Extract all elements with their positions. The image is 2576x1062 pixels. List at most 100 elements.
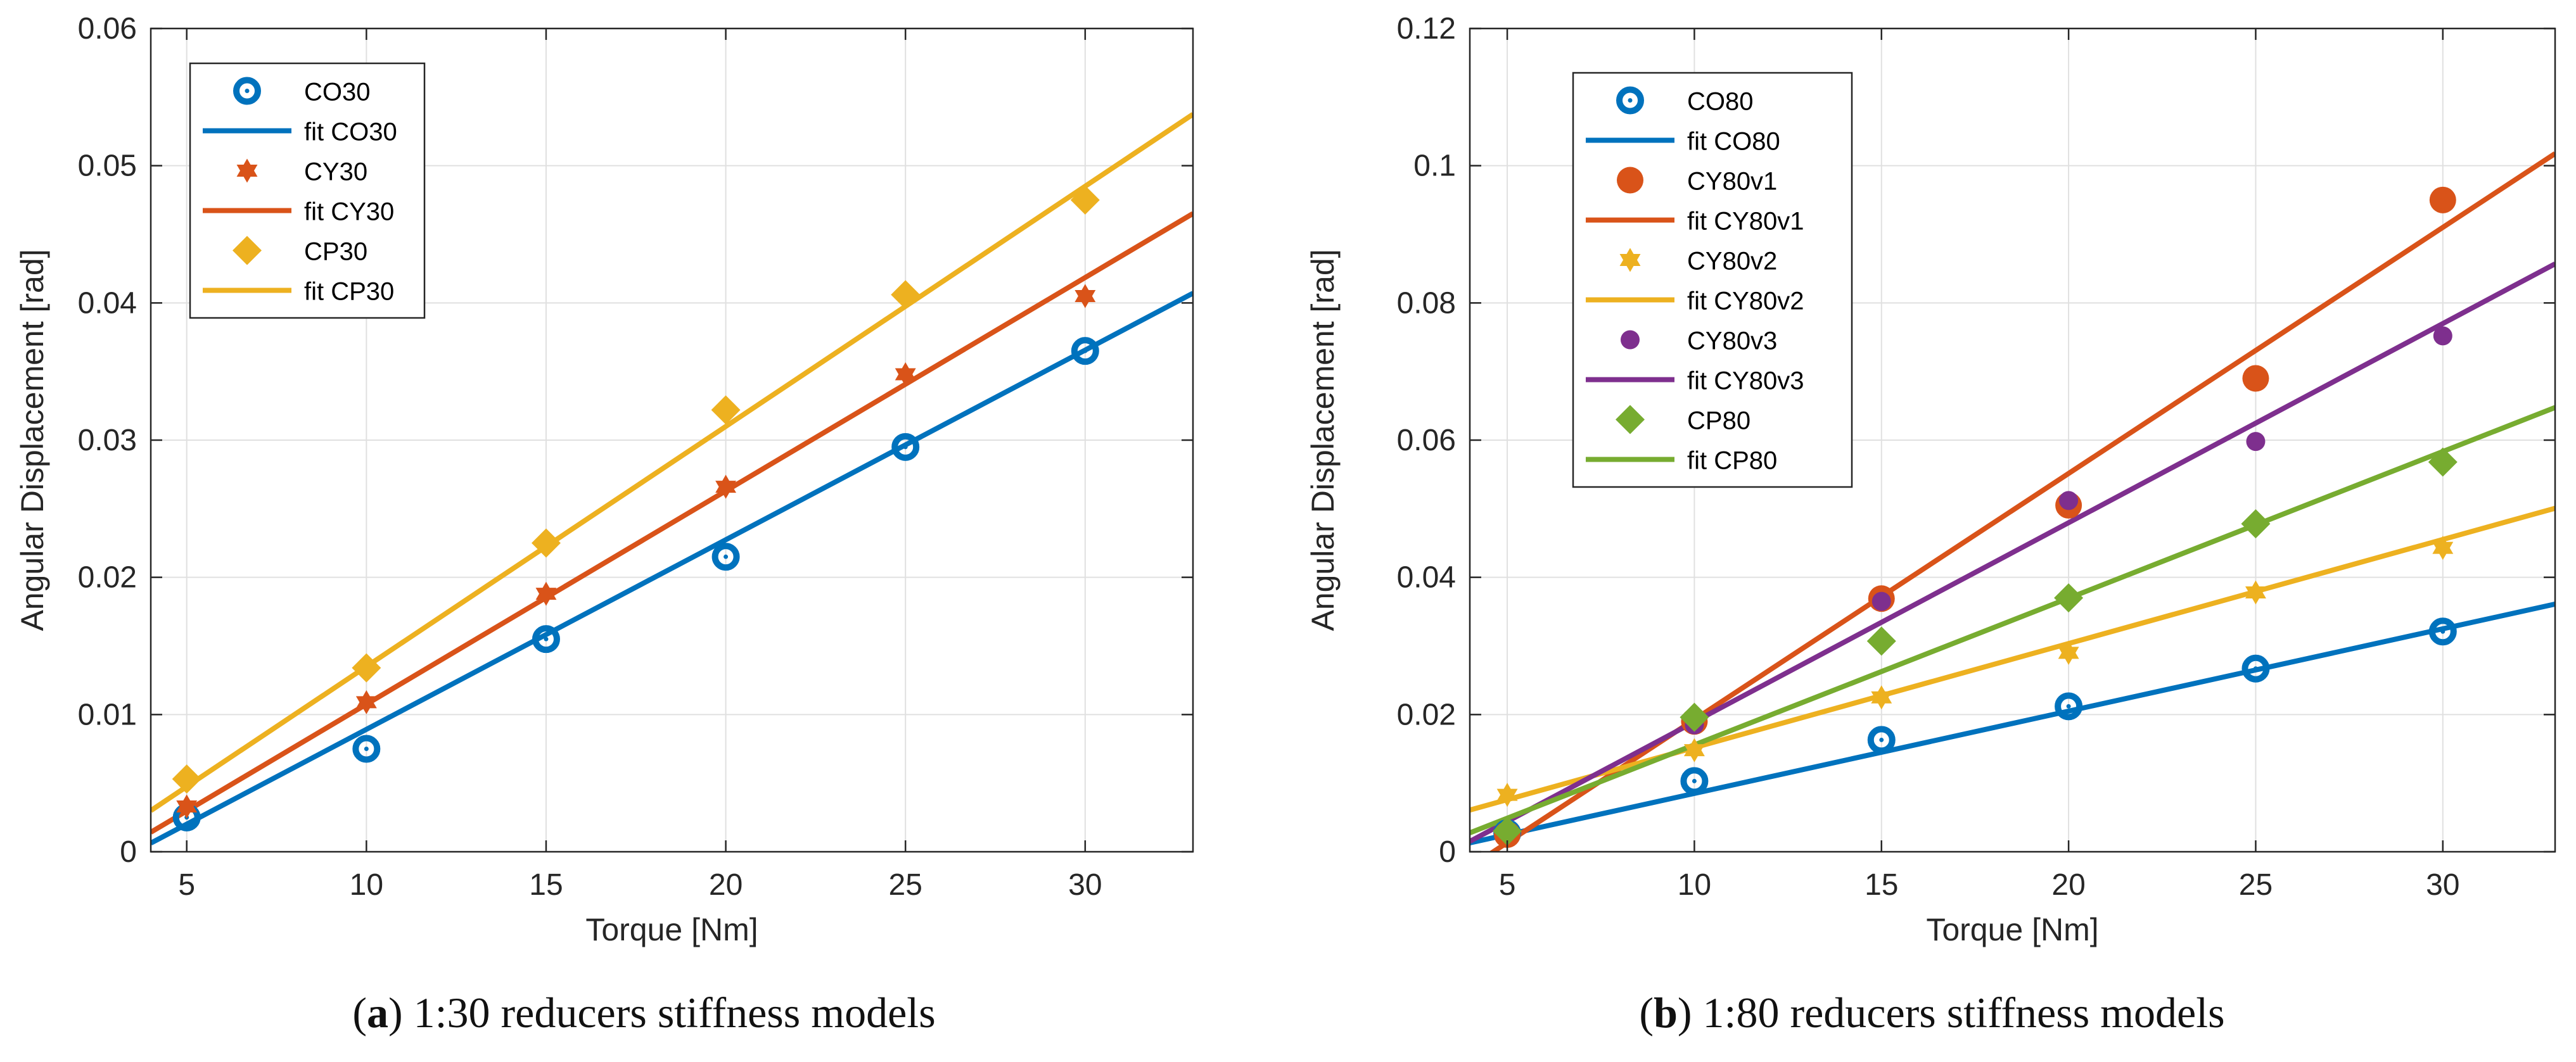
y-tick-label-b-3: 0.06	[1397, 424, 1456, 457]
x-tick-label-b-5: 30	[2426, 868, 2459, 902]
y-axis-label-a: Angular Displacement [rad]	[15, 249, 50, 631]
point-b-co80-4	[2241, 654, 2270, 683]
x-tick-label-b-4: 25	[2239, 868, 2273, 902]
y-tick-label-a-6: 0.06	[78, 12, 137, 46]
point-a-co30-3	[711, 543, 740, 571]
point-a-cy30-2	[535, 581, 557, 606]
y-tick-label-b-0: 0	[1439, 835, 1456, 869]
point-b-cy80v2-2	[1871, 685, 1892, 710]
chart-a-svg: 5 10 15 20 25 30 0 0.01 0.02 0.03 0.04 0.05 0.06 Torq…	[15, 12, 1194, 947]
point-a-co30-4	[891, 433, 920, 461]
caption-a-letter: a	[366, 989, 388, 1037]
legend-box-a	[189, 62, 426, 319]
point-b-cy80v1-4	[2242, 365, 2269, 392]
point-a-cy30-5	[1074, 284, 1096, 308]
legend-b: CO80 fit CO80 CY80v1 fit CY80v1 CY80v2 fit CY…	[1572, 72, 1853, 488]
point-b-cp80-2	[1866, 626, 1896, 656]
point-b-cy80v3-3	[2059, 491, 2079, 510]
chart-b-svg: 5 10 15 20 25 30 0 0.02 0.04 0.06 0.08 0.1 0.12 Torqu…	[1305, 12, 2556, 947]
legend-label-a-cp30: CP30	[304, 238, 367, 266]
legend-label-b-cy80v3: CY80v3	[1687, 327, 1777, 355]
legend-marker-a-cp30	[233, 236, 262, 265]
point-b-cy80v2-1	[1683, 738, 1705, 762]
point-a-cp30-0	[172, 764, 201, 794]
point-a-co30-5	[1071, 337, 1099, 365]
point-a-cy30-3	[715, 474, 737, 499]
series-a-co30	[172, 337, 1099, 831]
legend-marker-b-co80	[1616, 86, 1644, 115]
point-b-cp80-5	[2428, 447, 2458, 477]
point-b-cy80v2-0	[1496, 783, 1518, 807]
legend-label-a-co30: CO30	[304, 79, 371, 106]
legend-fit-label-a-cy30: fit CY30	[304, 198, 394, 226]
point-b-cp80-3	[2054, 583, 2084, 613]
x-tick-label-a-1: 10	[350, 868, 383, 902]
legend-label-b-cy80v2: CY80v2	[1687, 248, 1777, 275]
point-b-cy80v2-4	[2245, 580, 2266, 605]
x-tick-label-b-3: 20	[2051, 868, 2085, 902]
point-a-cp30-2	[531, 528, 561, 558]
x-tick-label-b-0: 5	[1499, 868, 1516, 902]
y-tick-label-b-1: 0.02	[1397, 698, 1456, 731]
legend-marker-b-cp80	[1616, 405, 1645, 434]
fit-line-a-co30	[151, 291, 1193, 845]
point-b-cy80v2-3	[2058, 640, 2079, 665]
y-tick-label-a-2: 0.02	[78, 561, 137, 595]
series-a-cy30	[176, 284, 1096, 819]
legend-fit-label-b-cy80v2: fit CY80v2	[1687, 288, 1804, 315]
legend-marker-b-cy80v1	[1617, 167, 1643, 194]
caption-a-text: 1:30 reducers stiffness models	[413, 989, 936, 1037]
y-tick-label-a-5: 0.05	[78, 149, 137, 183]
legend-marker-a-co30	[233, 77, 261, 105]
point-b-cy80v2-5	[2432, 536, 2454, 560]
fit-line-b-cy80v1	[1488, 151, 2555, 852]
point-b-cy80v1-5	[2429, 186, 2456, 213]
legend-fit-label-b-cy80v3: fit CY80v3	[1687, 367, 1804, 395]
y-axis-label-b: Angular Displacement [rad]	[1305, 249, 1341, 631]
y-tick-label-b-5: 0.1	[1413, 149, 1456, 183]
y-tick-label-a-0: 0	[120, 835, 137, 869]
legend-label-a-cy30: CY30	[304, 158, 367, 186]
legend-label-b-co80: CO80	[1687, 88, 1754, 116]
legend-fit-label-b-co80: fit CO80	[1687, 128, 1780, 156]
y-tick-label-b-6: 0.12	[1397, 12, 1456, 46]
point-b-cp80-4	[2241, 509, 2271, 539]
legend-marker-b-cy80v2	[1619, 248, 1641, 272]
x-tick-label-b-2: 15	[1865, 868, 1898, 902]
point-a-co30-2	[532, 625, 560, 654]
caption-b-letter: b	[1654, 989, 1678, 1037]
legend-fit-label-a-co30: fit CO30	[304, 118, 397, 146]
point-a-cy30-1	[355, 690, 377, 714]
caption-a: (a) 1:30 reducers stiffness models	[352, 989, 936, 1037]
y-tick-label-b-2: 0.04	[1397, 561, 1456, 595]
series-b-cp80	[1493, 447, 2458, 846]
point-a-cp30-4	[891, 280, 921, 310]
chart-panel-b: 5 10 15 20 25 30 0 0.02 0.04 0.06 0.08 0.1 0.12 Torqu…	[1288, 0, 2576, 1062]
legend-label-b-cy80v1: CY80v1	[1687, 168, 1777, 196]
legend-a: CO30 fit CO30 CY30 fit CY30 CP30 fit CP30	[189, 62, 426, 319]
point-b-cp80-0	[1493, 816, 1522, 846]
x-tick-label-a-5: 30	[1068, 868, 1102, 902]
point-a-cp30-5	[1070, 185, 1100, 215]
x-tick-label-a-2: 15	[529, 868, 563, 902]
point-b-cy80v3-2	[1871, 591, 1891, 611]
legend-fit-label-a-cp30: fit CP30	[304, 278, 394, 306]
x-tick-label-a-4: 25	[889, 868, 922, 902]
fit-line-a-cp30	[151, 112, 1193, 813]
legend-label-b-cp80: CP80	[1687, 407, 1750, 435]
point-b-co80-1	[1680, 767, 1709, 795]
point-b-cy80v3-5	[2433, 326, 2452, 346]
point-b-cy80v3-4	[2246, 432, 2266, 452]
caption-b: (b) 1:80 reducers stiffness models	[1639, 989, 2225, 1037]
point-b-co80-2	[1867, 726, 1896, 754]
fit-line-b-co80	[1470, 602, 2555, 845]
point-a-co30-1	[352, 735, 381, 763]
chart-panel-a: 5 10 15 20 25 30 0 0.01 0.02 0.03 0.04 0.05 0.06 Torq…	[15, 12, 1194, 1037]
legend-fit-label-b-cy80v1: fit CY80v1	[1687, 208, 1804, 236]
point-b-co80-5	[2428, 617, 2457, 646]
x-axis-label-b: Torque [Nm]	[1926, 912, 2098, 947]
caption-b-text: 1:80 reducers stiffness models	[1702, 989, 2225, 1037]
y-tick-label-a-4: 0.04	[78, 286, 137, 320]
fit-line-b-cy80v3	[1470, 262, 2555, 844]
y-tick-label-a-1: 0.01	[78, 698, 137, 731]
